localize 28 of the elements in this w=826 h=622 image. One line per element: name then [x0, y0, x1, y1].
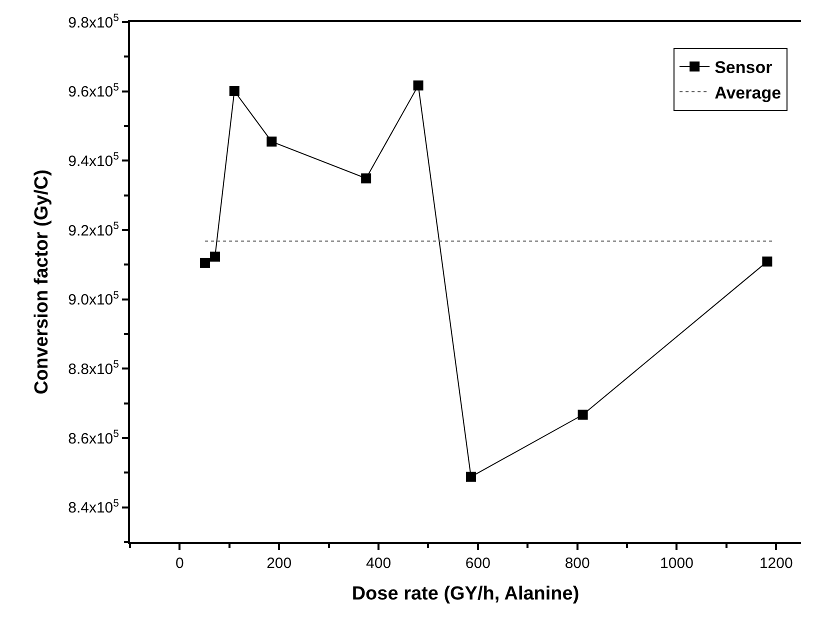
- point: [200, 258, 210, 268]
- y-tick-label: 8.6x10$^{5}$: [68, 428, 120, 448]
- x-tick-label: 800: [564, 555, 590, 572]
- x-tick-label: 1000: [660, 555, 694, 572]
- y-tick-label: 9.6x10$^{5}$: [68, 81, 120, 101]
- y-tick-label: 8.8x10$^{5}$: [68, 358, 120, 378]
- point: [466, 472, 476, 482]
- point: [266, 136, 277, 147]
- legend-label: Sensor: [714, 58, 773, 78]
- x-tick-label: 400: [366, 555, 392, 572]
- x-tick-label: 0: [176, 555, 184, 572]
- y-tick-label: 8.4x10$^{5}$: [68, 497, 120, 517]
- legend-label: Average: [714, 83, 782, 102]
- y-tick-label: 9.4x10$^{5}$: [68, 150, 120, 170]
- x-axis-title: Dose rate (GY/h, Alanine): [352, 583, 580, 604]
- x-tick-label: 200: [266, 555, 292, 572]
- x-tick-label: 1200: [759, 555, 793, 572]
- point: [229, 86, 240, 96]
- x-tick-label: 600: [465, 555, 490, 572]
- y-tick-label: 9.2x10$^{5}$: [68, 220, 120, 240]
- y-axis-title: Conversion factor (Gy/C): [31, 170, 52, 394]
- point: [361, 173, 372, 184]
- y-tick-label: 9.8x10$^{5}$: [68, 12, 120, 32]
- point: [578, 410, 588, 420]
- point: [413, 80, 424, 90]
- point: [762, 256, 772, 267]
- y-tick-label: 9.0x10$^{5}$: [68, 289, 120, 309]
- point: [210, 252, 220, 262]
